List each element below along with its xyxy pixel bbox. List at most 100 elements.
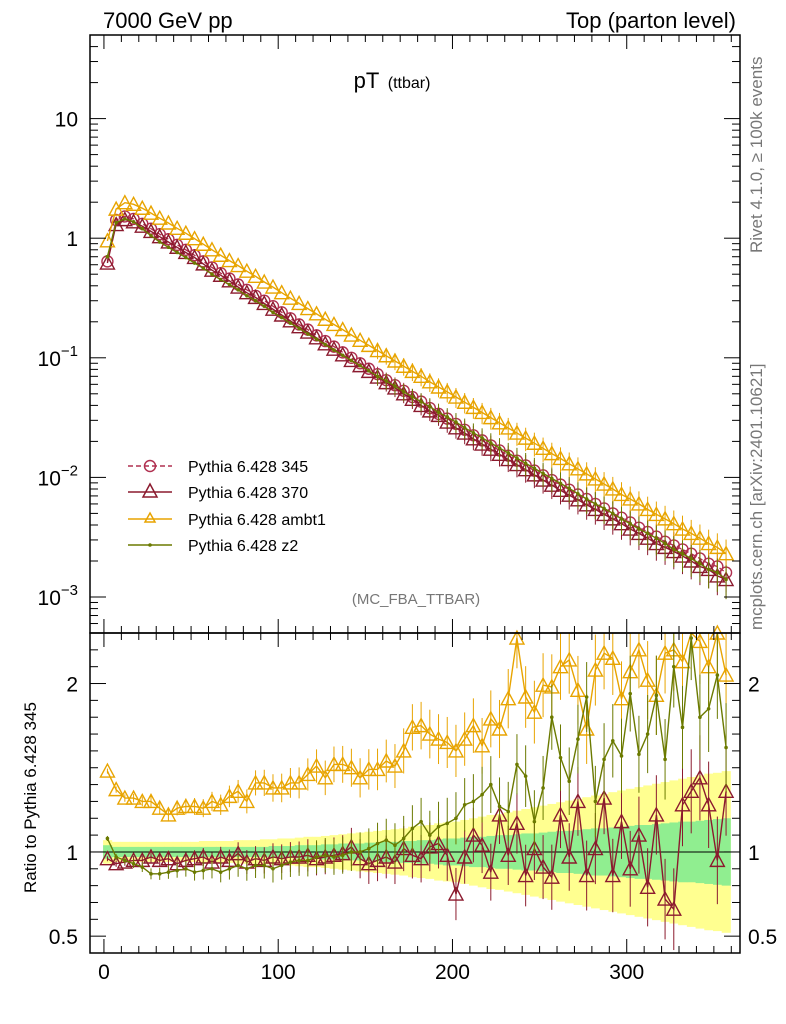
data-point <box>273 306 290 322</box>
ratio-point <box>665 900 682 916</box>
ratio-point <box>630 826 648 842</box>
data-point <box>584 497 589 501</box>
data-point <box>140 226 145 231</box>
legend-label-z2: Pythia 6.428 z2 <box>188 538 298 555</box>
data-point <box>351 357 369 373</box>
data-point <box>628 521 633 526</box>
ratio-point <box>412 850 430 866</box>
ratio-point <box>456 730 473 746</box>
ratio-y-tick-label-right: 1 <box>748 842 760 865</box>
ratio-point <box>517 688 534 704</box>
data-point <box>709 538 726 555</box>
ratio-point <box>99 762 116 778</box>
y-tick-label: 1 <box>66 228 78 251</box>
data-point <box>227 282 232 287</box>
data-point <box>288 321 293 325</box>
ratio-point <box>473 737 491 753</box>
ratio-point <box>691 769 709 785</box>
data-point <box>131 220 136 224</box>
ratio-point <box>279 863 284 868</box>
ratio-point <box>628 691 633 696</box>
ratio-point <box>532 819 537 824</box>
data-point <box>508 424 526 440</box>
data-point <box>186 230 203 246</box>
ratio-point <box>552 806 569 822</box>
ratio-point <box>602 757 606 762</box>
data-point <box>395 357 412 373</box>
ratio-y-tick-label-right: 0.5 <box>748 926 777 949</box>
ratio-point <box>456 848 473 864</box>
data-point <box>378 347 395 363</box>
data-point <box>656 510 674 526</box>
ratio-point <box>317 769 334 785</box>
data-point <box>724 577 728 582</box>
data-point <box>262 304 267 309</box>
data-point <box>462 425 467 430</box>
ratio-point <box>576 737 580 741</box>
ratio-point <box>290 774 308 790</box>
ratio-point <box>595 644 613 660</box>
data-point <box>114 220 118 225</box>
data-point <box>517 429 534 445</box>
data-point <box>471 430 476 435</box>
ratio-point <box>142 792 160 809</box>
ratio-point <box>604 649 621 665</box>
data-point <box>439 383 456 399</box>
ratio-point <box>436 824 441 829</box>
data-point <box>700 535 717 551</box>
ratio-point <box>334 755 351 772</box>
ratio-point <box>700 796 717 812</box>
data-point <box>482 409 499 425</box>
data-point <box>465 398 482 415</box>
plot-title-main: pT <box>354 68 380 93</box>
ratio-point <box>689 636 694 640</box>
data-point <box>195 235 212 251</box>
data-point <box>203 261 221 277</box>
data-point <box>192 261 197 265</box>
data-point <box>247 288 264 305</box>
data-point <box>273 284 290 300</box>
ratio-point <box>142 848 160 864</box>
ratio-point <box>595 789 613 805</box>
ratio-point <box>123 858 127 863</box>
plot-title-sub: (ttbar) <box>388 75 431 92</box>
data-point <box>290 294 308 311</box>
data-point <box>439 413 456 429</box>
data-point <box>375 374 380 379</box>
data-point <box>500 451 517 467</box>
ratio-point <box>656 890 674 906</box>
data-point <box>595 475 613 491</box>
data-point <box>412 367 430 384</box>
ratio-point <box>639 878 656 895</box>
data-point <box>436 410 441 415</box>
data-point <box>306 332 310 336</box>
legend-label-370: Pythia 6.428 370 <box>188 485 308 502</box>
data-point <box>578 465 595 481</box>
data-point <box>105 254 110 259</box>
data-point <box>343 326 360 342</box>
data-point <box>247 267 264 284</box>
ratio-point <box>717 782 735 799</box>
data-point <box>279 315 284 320</box>
data-point <box>541 471 545 476</box>
data-point <box>523 461 528 466</box>
data-point <box>168 219 186 235</box>
data-point <box>715 570 720 575</box>
data-point <box>717 545 735 561</box>
y-tick-label: 10−2 <box>38 462 78 490</box>
data-point <box>349 358 354 363</box>
ratio-point <box>593 799 598 804</box>
ratio-point <box>462 802 467 807</box>
plot-title: pT (ttbar) <box>354 68 431 93</box>
data-point <box>229 257 247 273</box>
ratio-point <box>378 848 395 864</box>
data-point <box>221 272 238 288</box>
ratio-point <box>447 885 465 901</box>
ratio-point <box>567 779 572 784</box>
data-point <box>203 241 221 257</box>
data-point <box>317 310 334 326</box>
data-point <box>610 511 615 516</box>
ratio-point <box>630 641 648 657</box>
ratio-point <box>325 755 343 772</box>
